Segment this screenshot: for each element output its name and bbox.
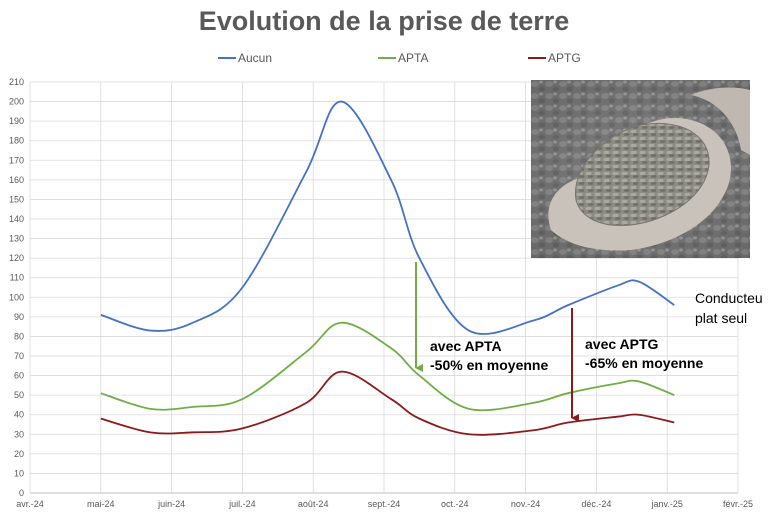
x-tick-label: mai-24: [87, 499, 115, 509]
y-tick-label: 160: [9, 175, 24, 185]
legend-label: Aucun: [238, 51, 272, 65]
y-tick-label: 180: [9, 136, 24, 146]
y-tick-label: 30: [14, 429, 24, 439]
legend: Aucun APTA APTG: [218, 51, 581, 65]
y-axis-ticks: 0 10 20 30 40 50 60 70 80 90 100 110 120 130 140 150 160…: [9, 77, 24, 498]
y-tick-label: 170: [9, 155, 24, 165]
chart-title: Evolution de la prise de terre: [198, 6, 570, 36]
y-tick-label: 100: [9, 292, 24, 302]
y-tick-label: 90: [14, 312, 24, 322]
series-lines: [100, 100, 675, 436]
series-line-aptg: [100, 370, 675, 436]
y-tick-label: 50: [14, 390, 24, 400]
y-tick-label: 40: [14, 410, 24, 420]
x-tick-label: nov.-24: [511, 499, 540, 509]
y-tick-label: 130: [9, 234, 24, 244]
x-tick-label: oct.-24: [441, 499, 469, 509]
y-tick-label: 80: [14, 331, 24, 341]
y-tick-label: 150: [9, 194, 24, 204]
y-tick-label: 120: [9, 253, 24, 263]
hand-holding-pellets-photo: [531, 80, 750, 258]
legend-label: APTG: [548, 51, 581, 65]
y-tick-label: 140: [9, 214, 24, 224]
series-line-apta: [100, 321, 675, 412]
y-tick-label: 190: [9, 116, 24, 126]
x-tick-label: févr.-25: [723, 499, 753, 509]
x-tick-label: juil.-24: [228, 499, 256, 509]
series-line-aucun: [100, 100, 675, 335]
y-tick-label: 0: [19, 488, 24, 498]
x-tick-label: déc.-24: [581, 499, 611, 509]
x-tick-label: août-24: [298, 499, 329, 509]
x-tick-label: juin-24: [157, 499, 185, 509]
x-tick-label: avr.-24: [16, 499, 44, 509]
x-tick-label: sept.-24: [368, 499, 401, 509]
annotation-arrows: [415, 262, 579, 422]
x-tick-label: janv.-25: [651, 499, 683, 509]
y-tick-label: 110: [10, 273, 24, 283]
y-tick-label: 60: [14, 371, 24, 381]
aptg-annotation: avec APTG -65% en moyenne: [585, 336, 704, 371]
x-axis-ticks: avr.-24 mai-24 juin-24 juil.-24 août-24 sept.…: [16, 499, 753, 509]
conducteur-annotation: Conducteu plat seul: [695, 290, 763, 326]
y-tick-label: 210: [9, 77, 24, 87]
y-tick-label: 20: [14, 449, 24, 459]
legend-label: APTA: [398, 51, 428, 65]
apta-annotation: avec APTA -50% en moyenne: [430, 338, 549, 373]
y-tick-label: 200: [9, 97, 24, 107]
y-tick-label: 70: [14, 351, 24, 361]
y-tick-label: 10: [14, 468, 24, 478]
